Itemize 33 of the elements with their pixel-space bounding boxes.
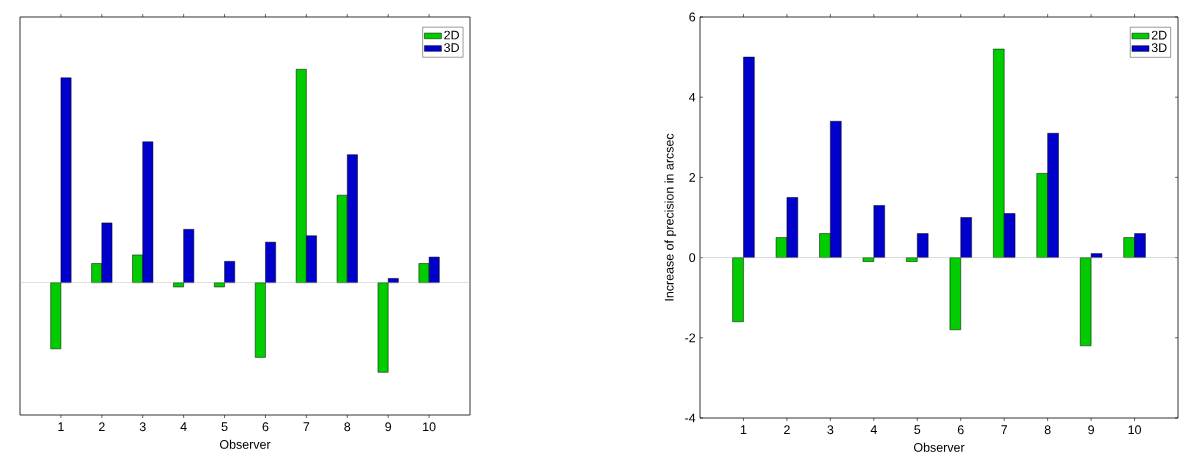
x-tick-label: 4 (870, 425, 877, 434)
x-axis-title: Observer (914, 442, 965, 452)
legend-label: 2D (444, 30, 459, 40)
x-tick-label: 2 (98, 422, 105, 432)
y-tick-label: 6 (689, 12, 696, 22)
x-tick-label: 7 (303, 422, 310, 431)
x-tick-label: 10 (423, 422, 436, 432)
y-tick-label: -2 (685, 333, 696, 343)
y-axis-title: Increase of precision in arcsec (664, 133, 677, 301)
x-tick-label: 1 (58, 422, 64, 431)
x-tick-label: 3 (139, 422, 146, 432)
x-tick-label: 4 (180, 422, 187, 431)
y-tick-label: 4 (689, 92, 696, 102)
x-tick-label: 6 (957, 425, 964, 435)
legend-label: 3D (1151, 43, 1167, 53)
x-tick-label: 9 (385, 422, 392, 432)
x-axis-title: Observer (219, 439, 271, 449)
y-tick-label: 2 (689, 173, 696, 182)
x-tick-label: 9 (1088, 425, 1094, 435)
y-tick-label: -4 (685, 413, 696, 423)
legend-label: 2D (1151, 30, 1167, 40)
x-tick-label: 10 (1128, 425, 1141, 435)
x-tick-label: 1 (740, 425, 747, 434)
x-tick-label: 8 (1044, 425, 1051, 435)
legend-label: 3D (444, 43, 459, 53)
y-tick-label: 0 (689, 253, 696, 263)
x-tick-label: 3 (827, 425, 834, 435)
x-tick-label: 5 (221, 422, 228, 432)
x-tick-label: 5 (914, 425, 921, 435)
x-tick-label: 2 (784, 425, 790, 435)
x-tick-label: 7 (1001, 425, 1008, 434)
x-tick-label: 6 (262, 422, 269, 432)
x-tick-label: 8 (344, 422, 351, 432)
